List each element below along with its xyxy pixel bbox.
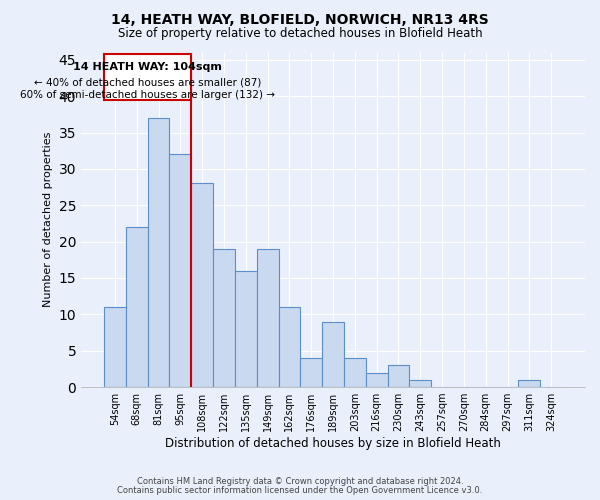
Bar [169, 154, 191, 387]
Bar [104, 307, 126, 387]
Bar [148, 118, 169, 387]
Bar [366, 372, 388, 387]
Bar [213, 249, 235, 387]
Bar [235, 270, 257, 387]
Text: Contains HM Land Registry data © Crown copyright and database right 2024.: Contains HM Land Registry data © Crown c… [137, 477, 463, 486]
Bar [104, 54, 191, 100]
Y-axis label: Number of detached properties: Number of detached properties [43, 132, 53, 308]
Bar [388, 366, 409, 387]
Bar [518, 380, 540, 387]
Bar [191, 184, 213, 387]
Text: 60% of semi-detached houses are larger (132) →: 60% of semi-detached houses are larger (… [20, 90, 275, 100]
Text: 14 HEATH WAY: 104sqm: 14 HEATH WAY: 104sqm [73, 62, 222, 72]
Bar [126, 227, 148, 387]
Text: Size of property relative to detached houses in Blofield Heath: Size of property relative to detached ho… [118, 28, 482, 40]
Text: ← 40% of detached houses are smaller (87): ← 40% of detached houses are smaller (87… [34, 78, 262, 88]
Bar [322, 322, 344, 387]
Text: 14, HEATH WAY, BLOFIELD, NORWICH, NR13 4RS: 14, HEATH WAY, BLOFIELD, NORWICH, NR13 4… [111, 12, 489, 26]
Text: Contains public sector information licensed under the Open Government Licence v3: Contains public sector information licen… [118, 486, 482, 495]
Bar [278, 307, 301, 387]
Bar [301, 358, 322, 387]
X-axis label: Distribution of detached houses by size in Blofield Heath: Distribution of detached houses by size … [165, 437, 501, 450]
Bar [257, 249, 278, 387]
Bar [409, 380, 431, 387]
Bar [344, 358, 366, 387]
